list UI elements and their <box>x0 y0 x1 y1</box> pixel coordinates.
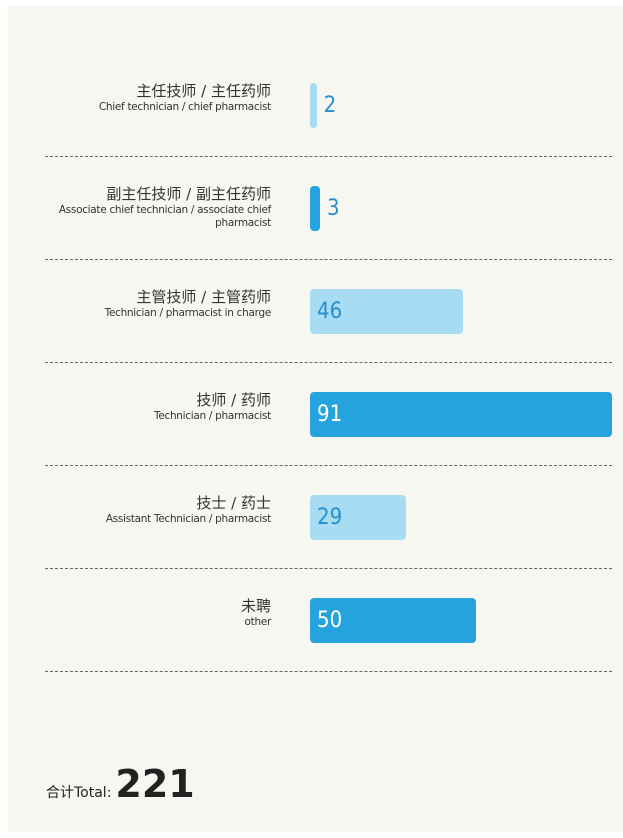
category-label: 主管技师 / 主管药师 Technician / pharmacist in ch… <box>31 288 272 320</box>
value-label: 91 <box>317 401 343 427</box>
category-label: 技士 / 药士 Assistant Technician / pharmacist <box>31 494 271 526</box>
category-name: 未聘 <box>240 597 271 615</box>
category-translation: Assistant Technician / pharmacist <box>105 513 271 525</box>
category-label: 主任技师 / 主任药师 Chief technician / chief phar… <box>31 82 271 114</box>
bar <box>310 597 476 643</box>
category-name: 主管技师 / 主管药师 <box>136 288 271 306</box>
separator <box>45 156 612 157</box>
category-label: 副主任技师 / 副主任药师 Associate chief technician … <box>31 185 271 230</box>
category-label: 未聘 other <box>31 597 271 629</box>
category-name: 副主任技师 / 副主任药师 <box>106 185 271 203</box>
bar <box>310 494 407 540</box>
value-label: 29 <box>317 504 343 530</box>
category-translation: Technician / pharmacist <box>153 410 271 422</box>
separator <box>45 362 612 363</box>
category-translation: Chief technician / chief pharmacist <box>98 101 271 113</box>
value-label: 3 <box>326 195 340 221</box>
total-value: 221 <box>115 762 195 806</box>
value-label: 46 <box>317 298 343 324</box>
separator <box>45 671 612 672</box>
value-label: 2 <box>323 92 337 118</box>
category-name: 主任技师 / 主任药师 <box>136 82 271 100</box>
bar <box>310 288 463 334</box>
bar <box>310 391 612 437</box>
bar <box>310 82 317 128</box>
bar <box>310 185 320 231</box>
separator <box>45 568 612 569</box>
category-translation: Technician / pharmacist in charge <box>104 307 272 319</box>
separator <box>45 465 612 466</box>
category-translation: Associate chief technician / associate c… <box>58 204 271 229</box>
total: 合计Total: 221 <box>46 762 195 806</box>
separator <box>45 259 612 260</box>
category-translation: other <box>244 616 272 628</box>
category-label: 技师 / 药师 Technician / pharmacist <box>31 391 271 423</box>
category-name: 技士 / 药士 <box>196 494 271 512</box>
category-name: 技师 / 药师 <box>196 391 271 409</box>
total-label: 合计Total: <box>46 785 112 801</box>
value-label: 50 <box>317 607 343 633</box>
